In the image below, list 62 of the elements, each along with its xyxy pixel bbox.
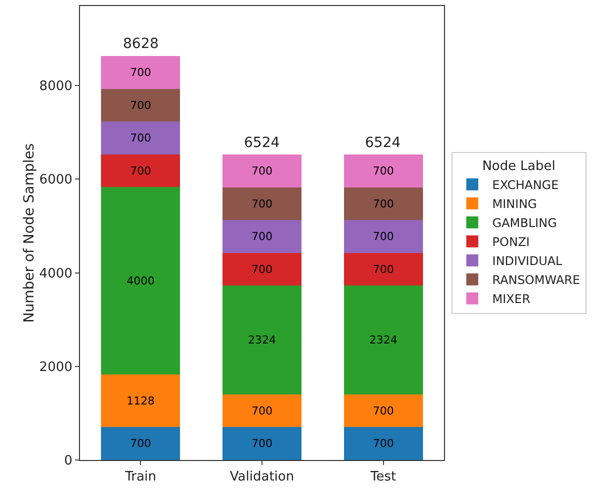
legend-label: PONZI [492,235,530,250]
bar [222,187,302,220]
y-tick-label: 6000 [39,172,72,188]
bar [222,427,302,460]
data-label: 700 [130,98,152,112]
data-label: 700 [372,164,394,178]
bar [344,394,423,428]
data-label: 700 [130,164,152,178]
bar [101,427,180,460]
total-label: 8628 [123,36,159,52]
y-tick-label: 4000 [39,266,72,282]
data-label: 2324 [248,334,276,347]
data-label: 700 [372,262,394,276]
x-tick-label: Train [124,470,156,485]
data-label: 700 [252,197,272,210]
total-label: 6524 [244,135,280,151]
bar [101,56,180,89]
legend-label: MINING [492,197,537,212]
bar [101,187,180,374]
x-tick-label: Validation [230,470,294,485]
data-label: 1128 [126,394,155,408]
bar [344,427,423,460]
bar [101,88,180,122]
data-label: 700 [372,404,394,418]
bar [101,154,180,188]
bar [222,286,302,394]
data-label: 700 [252,404,272,418]
data-label: 700 [130,66,152,80]
x-tick-label: Test [370,470,396,485]
total-label: 6524 [365,135,401,151]
bar [344,154,423,188]
data-label: 4000 [126,274,155,288]
data-label: 700 [252,230,272,244]
bar [344,187,423,220]
y-tick-label: 8000 [39,79,72,94]
bar [344,220,423,253]
data-label: 700 [252,437,272,450]
data-label: 700 [130,437,152,450]
legend-label: EXCHANGE [492,178,559,192]
bar [101,374,180,428]
data-label: 2324 [369,334,398,347]
legend-label: MIXER [492,292,530,306]
legend-title: Node Label [482,158,556,174]
bar [344,286,423,394]
legend-label: INDIVIDUAL [492,254,563,268]
bar [222,252,302,286]
bar [101,122,180,154]
data-label: 700 [372,230,394,244]
y-axis-title: Number of Node Samples [21,143,38,323]
y-tick-label: 0 [64,454,72,469]
data-label: 700 [372,437,394,450]
data-label: 700 [252,262,272,276]
data-label: 700 [252,164,272,178]
bar [222,394,302,428]
bar [344,252,423,286]
bar [222,220,302,253]
data-label: 700 [130,132,152,145]
legend-label: GAMBLING [492,216,557,230]
legend-label: RANSOMWARE [492,273,580,288]
y-tick-label: 2000 [39,360,72,375]
bar [222,154,302,188]
data-label: 700 [372,197,394,210]
